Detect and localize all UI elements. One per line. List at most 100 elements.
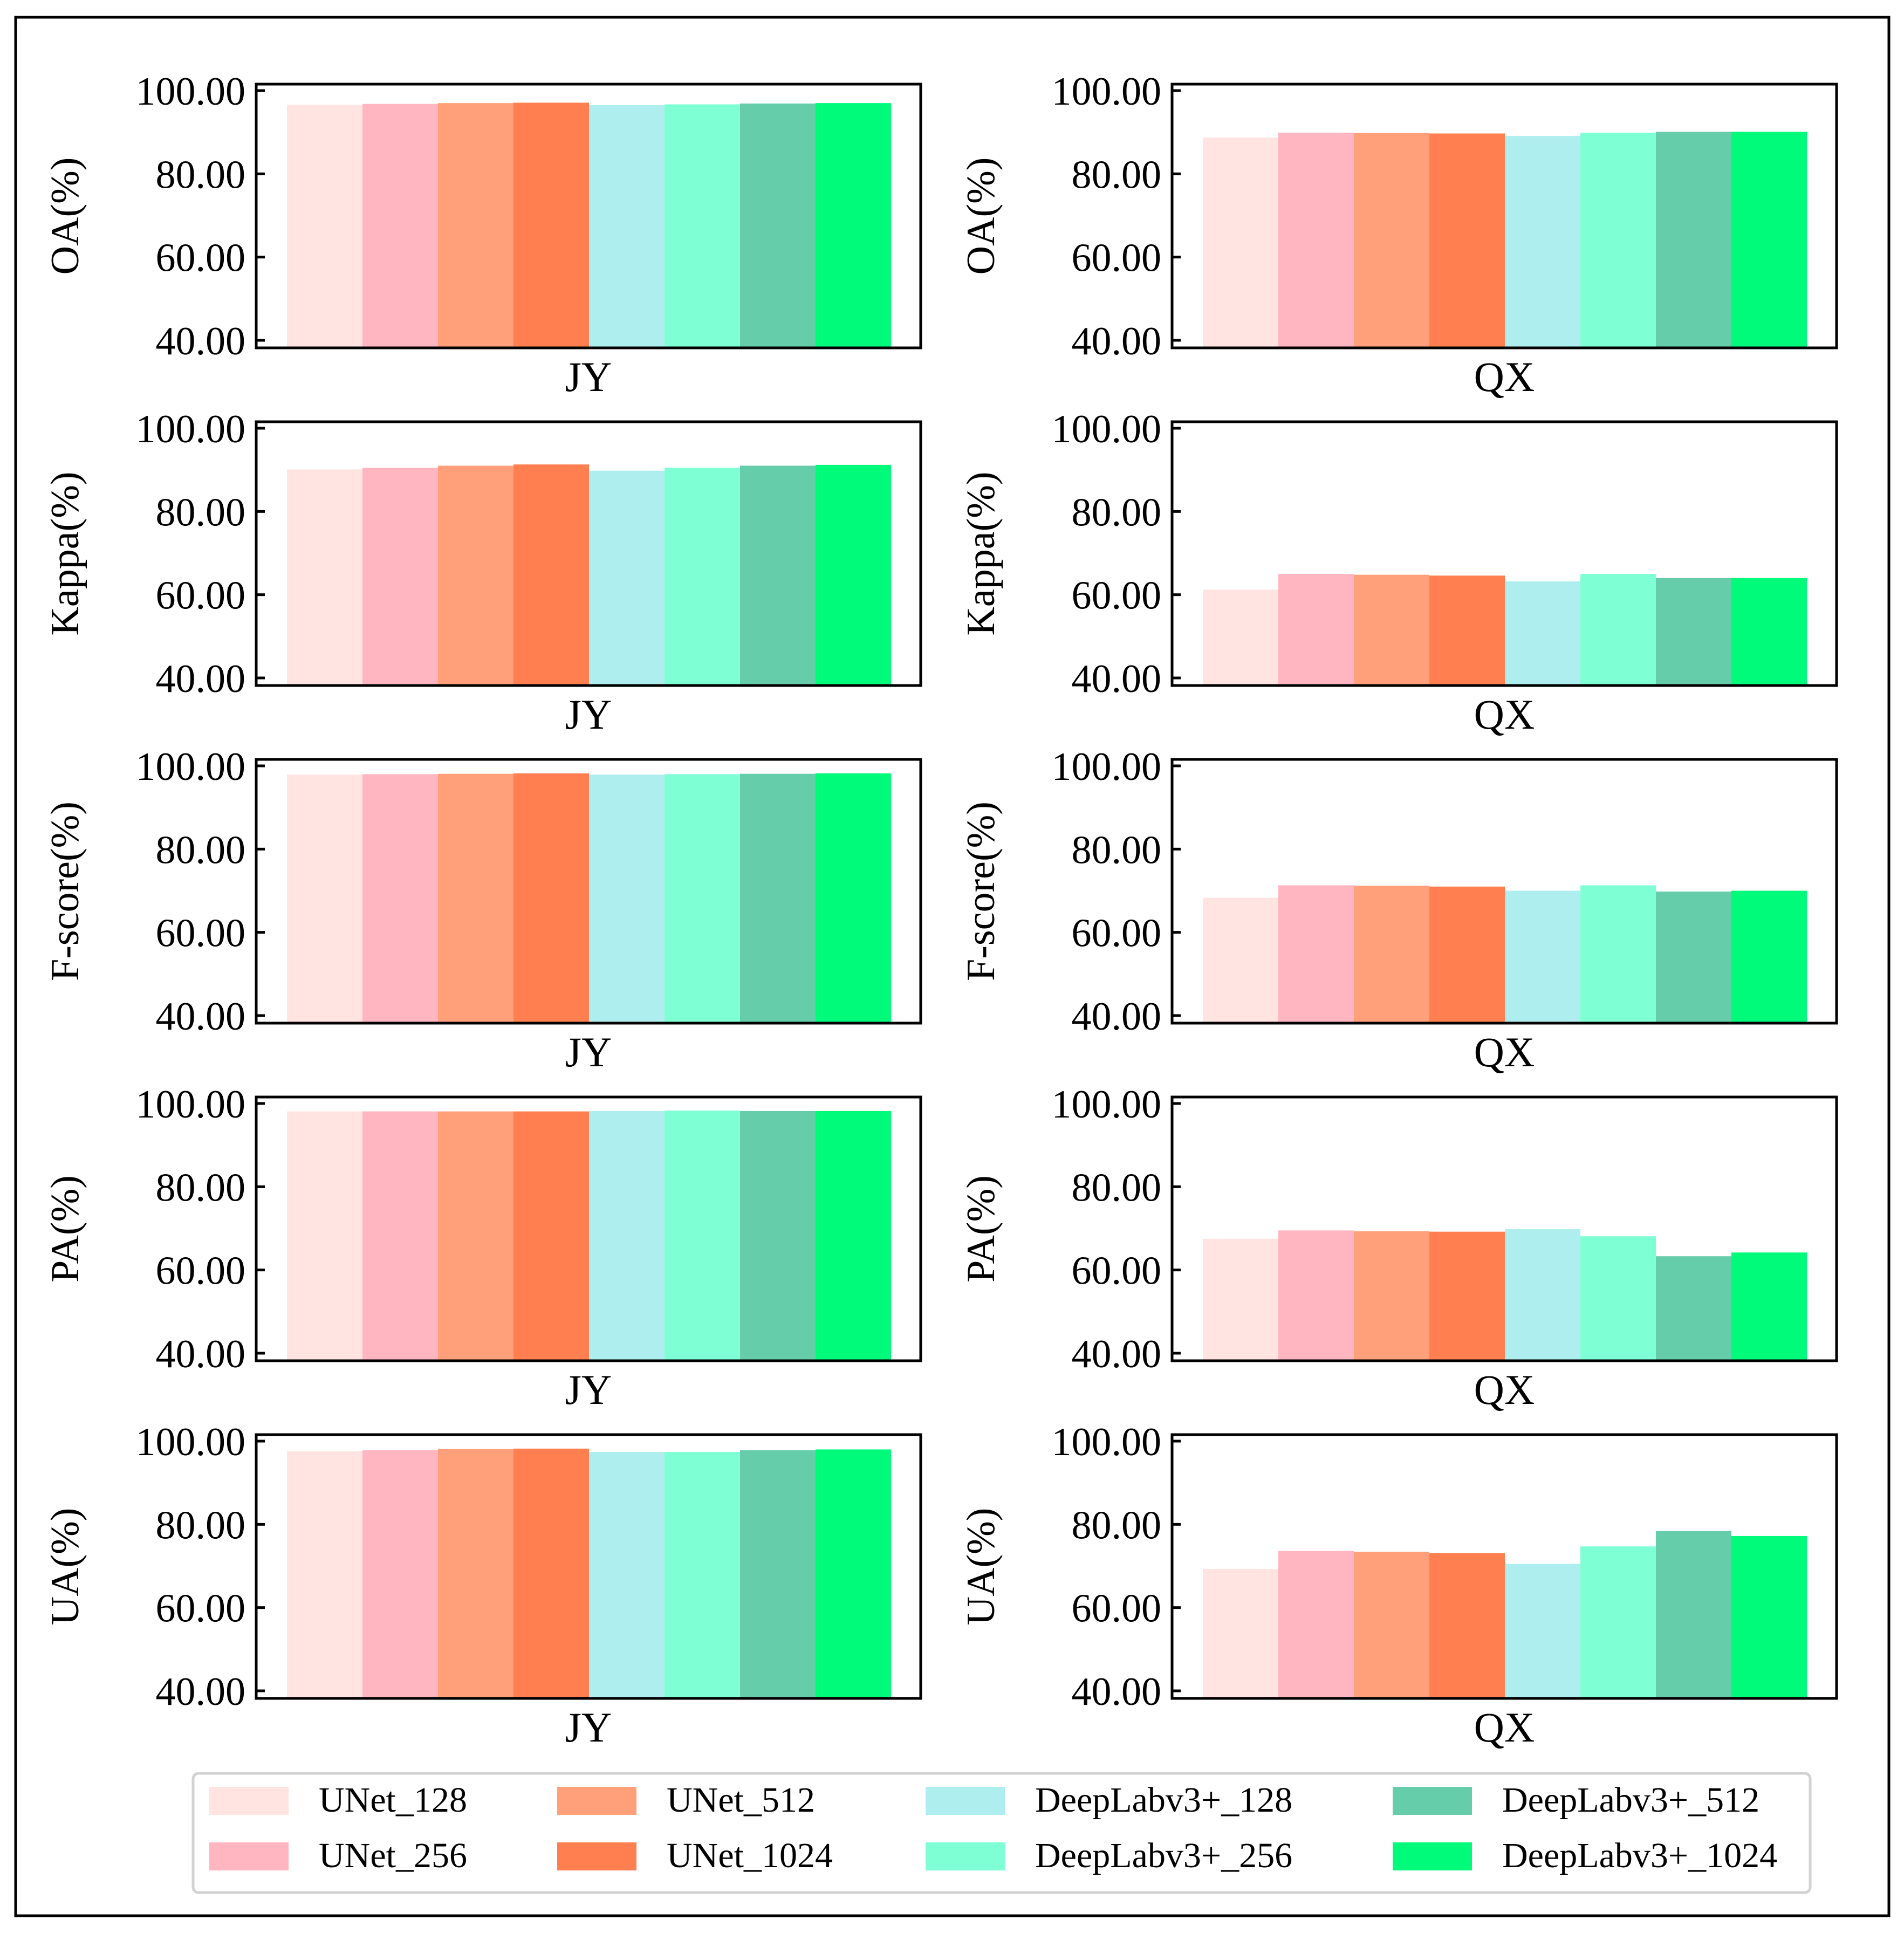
y-axis-label: UA(%) (959, 1508, 1003, 1626)
bar-DeepLabv3+_256 (665, 104, 740, 348)
bar-DeepLabv3+_128 (589, 470, 665, 686)
plot-frame (1170, 83, 1838, 349)
chart-panel-oa-qx: 100.00 80.00 60.00 40.00 OA(%) QX (959, 70, 1838, 400)
y-tick-label: 100.00 (1052, 745, 1162, 789)
y-tick-label: 100.00 (136, 407, 246, 451)
y-tick-label: 60.00 (1072, 574, 1162, 618)
plot-frame (1170, 420, 1838, 687)
bar-UNet_256 (362, 1450, 438, 1698)
y-tick-label: 40.00 (156, 1670, 246, 1714)
y-tick-label: 60.00 (156, 911, 246, 956)
x-axis-label: QX (1474, 691, 1535, 738)
legend-item-UNet_256: UNet_256 (209, 1836, 467, 1875)
bar-UNet_1024 (1429, 133, 1505, 348)
y-tick-label: 60.00 (156, 1249, 246, 1293)
y-axis-label: F-score(%) (959, 801, 1003, 981)
bar-DeepLabv3+_128 (589, 774, 665, 1023)
legend-item-UNet_128: UNet_128 (209, 1780, 467, 1820)
bar-DeepLabv3+_128 (1505, 1564, 1580, 1698)
chart-panel-f-score-qx: 100.00 80.00 60.00 40.00 F-score(%) QX (959, 745, 1838, 1075)
bar-UNet_1024 (513, 464, 589, 686)
panels: 100.00 80.00 60.00 40.00 OA(%) JY 100.00 80.00 6… (43, 70, 1838, 1751)
bar-UNet_512 (438, 1111, 513, 1361)
bar-DeepLabv3+_256 (665, 1111, 740, 1361)
bar-UNet_1024 (1429, 575, 1505, 686)
legend-swatch (926, 1842, 1005, 1870)
y-tick-label: 80.00 (1072, 490, 1162, 534)
bar-DeepLabv3+_1024 (816, 1111, 891, 1361)
x-axis-label: JY (565, 1366, 612, 1413)
bar-DeepLabv3+_1024 (816, 103, 891, 348)
y-axis-label: OA(%) (43, 157, 87, 275)
legend-label: DeepLabv3+_512 (1502, 1780, 1759, 1820)
y-tick-label: 80.00 (1072, 1166, 1162, 1210)
bar-UNet_256 (1278, 574, 1354, 686)
bar-UNet_512 (1354, 886, 1429, 1023)
bar-UNet_1024 (1429, 1553, 1505, 1698)
bar-UNet_512 (438, 773, 513, 1023)
legend-swatch (557, 1787, 636, 1815)
bar-DeepLabv3+_512 (1656, 892, 1731, 1023)
bar-UNet_256 (1278, 1551, 1354, 1698)
bar-UNet_1024 (1429, 886, 1505, 1023)
legend-label: UNet_512 (667, 1780, 815, 1820)
bar-DeepLabv3+_512 (740, 773, 816, 1023)
bar-UNet_128 (287, 1451, 362, 1698)
y-tick-label: 80.00 (156, 490, 246, 534)
bar-UNet_128 (287, 774, 362, 1023)
y-tick-label: 100.00 (136, 745, 246, 789)
y-tick-label: 100.00 (1052, 1420, 1162, 1464)
y-tick-label: 40.00 (156, 1332, 246, 1376)
legend-swatch (1393, 1842, 1472, 1870)
y-tick-label: 100.00 (136, 1420, 246, 1464)
y-tick-label: 100.00 (1052, 1082, 1162, 1127)
bar-UNet_512 (1354, 1231, 1429, 1361)
bar-DeepLabv3+_128 (589, 105, 665, 348)
y-tick-label: 80.00 (156, 153, 246, 197)
bar-DeepLabv3+_1024 (1731, 132, 1807, 348)
legend-swatch (209, 1842, 289, 1870)
bar-DeepLabv3+_512 (740, 465, 816, 686)
legend-item-UNet_1024: UNet_1024 (557, 1836, 833, 1875)
legend-label: DeepLabv3+_256 (1035, 1836, 1292, 1875)
bar-DeepLabv3+_128 (1505, 1229, 1580, 1361)
legend-item-DeepLabv3+_128: DeepLabv3+_128 (926, 1780, 1292, 1820)
y-tick-label: 40.00 (156, 995, 246, 1039)
y-axis-label: PA(%) (959, 1175, 1003, 1283)
y-tick-label: 40.00 (1072, 657, 1162, 701)
y-axis-label: PA(%) (43, 1175, 87, 1283)
y-tick-label: 60.00 (1072, 911, 1162, 956)
legend: UNet_128 UNet_256 UNet_512 UNet_1024 DeepLab… (191, 1772, 1812, 1894)
bar-UNet_256 (1278, 1230, 1354, 1361)
plot-frame (255, 420, 922, 687)
plot-frame (255, 83, 922, 349)
y-tick-label: 60.00 (156, 574, 246, 618)
y-tick-label: 40.00 (1072, 1332, 1162, 1376)
y-axis-label: UA(%) (43, 1508, 87, 1626)
legend-label: UNet_128 (319, 1780, 467, 1820)
chart-panel-kappa-qx: 100.00 80.00 60.00 40.00 Kappa(%) QX (959, 407, 1838, 738)
x-axis-label: QX (1474, 1704, 1535, 1751)
bar-UNet_256 (1278, 885, 1354, 1023)
y-tick-label: 80.00 (1072, 1503, 1162, 1547)
bar-UNet_128 (1203, 138, 1278, 348)
legend-item-DeepLabv3+_1024: DeepLabv3+_1024 (1393, 1836, 1777, 1875)
bar-UNet_1024 (1429, 1231, 1505, 1361)
chart-panel-ua-jy: 100.00 80.00 60.00 40.00 UA(%) JY (43, 1420, 922, 1751)
plot-frame (1170, 1095, 1838, 1362)
chart-panel-pa-qx: 100.00 80.00 60.00 40.00 PA(%) QX (959, 1082, 1838, 1413)
plot-frame (255, 1433, 922, 1700)
chart-panel-kappa-jy: 100.00 80.00 60.00 40.00 Kappa(%) JY (43, 407, 922, 738)
bar-UNet_256 (362, 104, 438, 348)
y-tick-label: 60.00 (1072, 1249, 1162, 1293)
bar-UNet_128 (1203, 590, 1278, 686)
plot-frame (1170, 758, 1838, 1025)
y-tick-label: 100.00 (1052, 407, 1162, 451)
bar-DeepLabv3+_512 (1656, 578, 1731, 686)
y-tick-label: 40.00 (1072, 995, 1162, 1039)
legend-swatch (209, 1787, 289, 1815)
bar-DeepLabv3+_512 (1656, 1256, 1731, 1361)
x-axis-label: QX (1474, 353, 1535, 400)
legend-swatch (1393, 1787, 1472, 1815)
